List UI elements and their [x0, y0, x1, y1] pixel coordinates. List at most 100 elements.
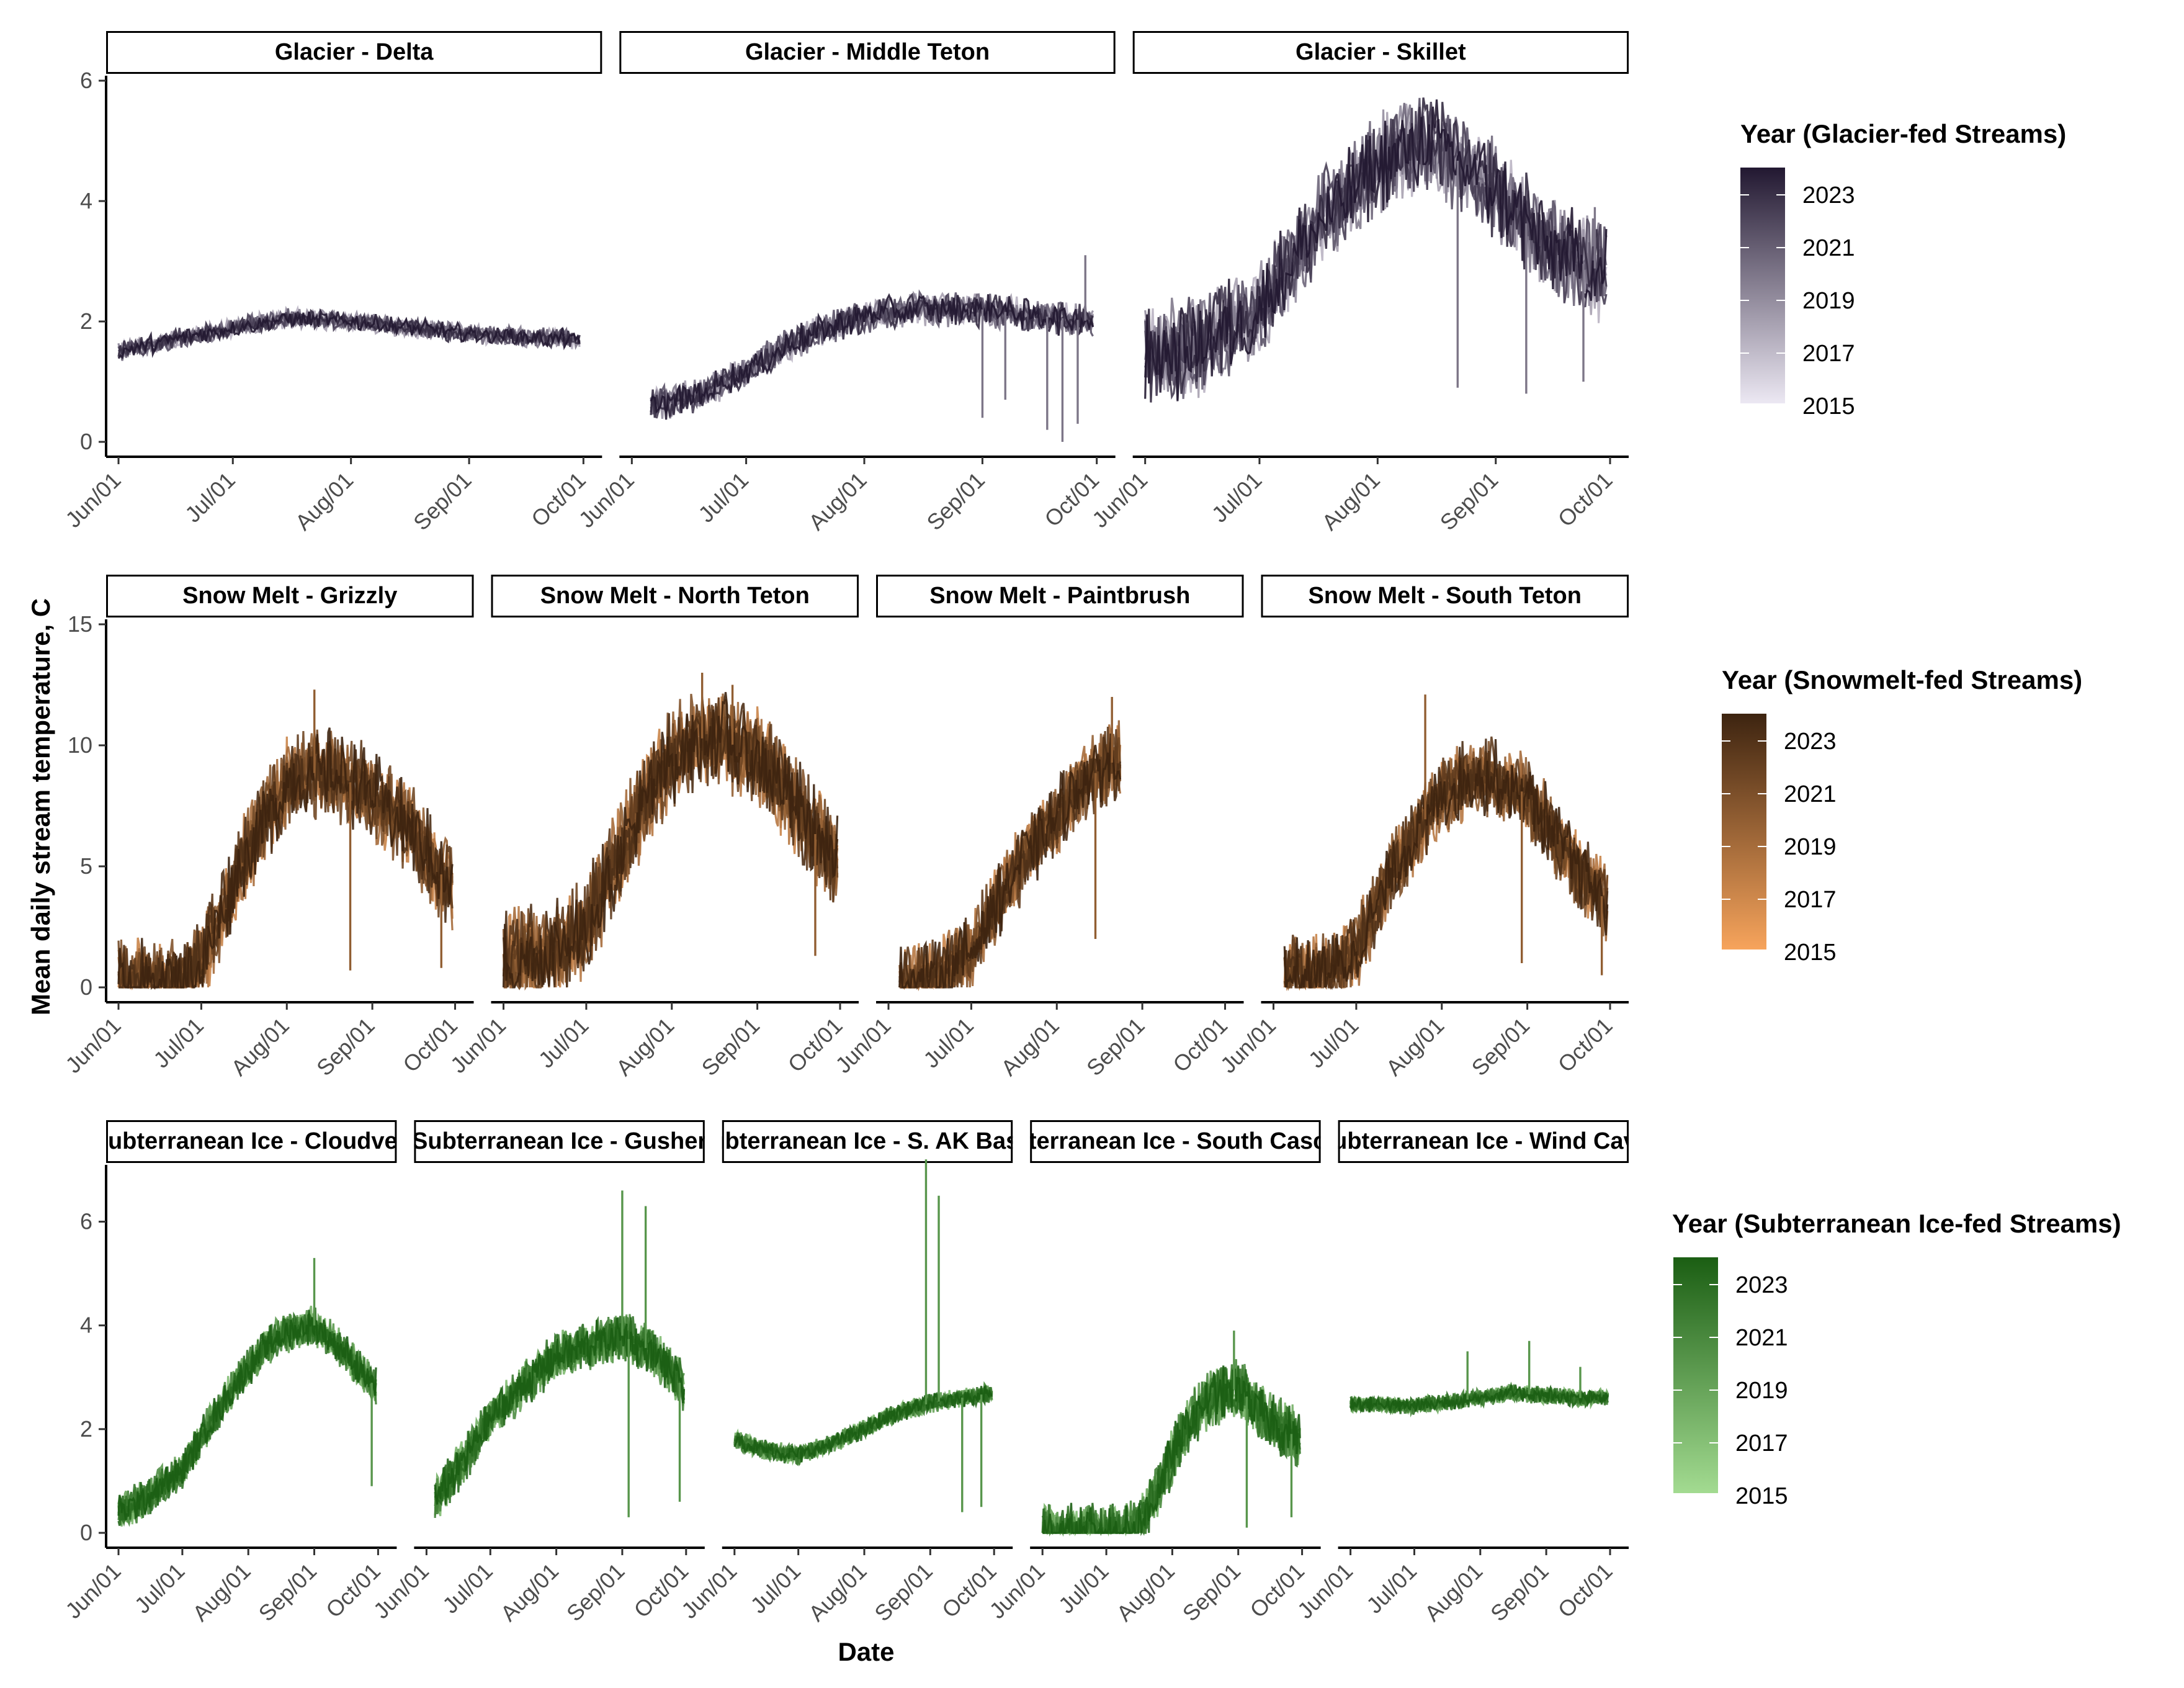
facet-strip-label: Subterranean Ice - Wind Cave — [1317, 1128, 1650, 1154]
x-tick-label: Sep/01 — [1081, 1013, 1150, 1081]
series-line — [1144, 97, 1608, 403]
series-line — [117, 727, 454, 989]
x-tick-label: Aug/01 — [803, 1558, 872, 1627]
x-tick-label: Jul/01 — [1361, 1558, 1421, 1618]
y-tick-label: 6 — [80, 1209, 92, 1234]
legend-label: 2021 — [1784, 781, 1837, 807]
facet-strip — [722, 1120, 1013, 1163]
series-lines — [733, 1159, 993, 1512]
legend-colorbar — [1722, 714, 1766, 950]
y-tick-label: 4 — [80, 1313, 92, 1338]
x-tick-label: Jul/01 — [693, 467, 753, 528]
legend-title: Year (Subterranean Ice-fed Streams) — [1672, 1209, 2121, 1238]
x-tick-label: Aug/01 — [611, 1013, 679, 1081]
x-tick-label: Jul/01 — [1207, 467, 1267, 528]
x-tick-label: Jun/01 — [984, 1558, 1049, 1623]
legend-title: Year (Glacier-fed Streams) — [1740, 119, 2066, 148]
legend-label: 2017 — [1784, 887, 1837, 913]
facet-strip-label: Subterranean Ice - Cloudveil — [92, 1128, 411, 1154]
x-tick-label: Jul/01 — [1054, 1558, 1114, 1618]
facet-panel: Snow Melt - South Teton Jun/01 Jul/01 Aug/0… — [1215, 575, 1629, 1081]
series-lines — [502, 673, 839, 991]
legend-label: 2017 — [1802, 341, 1855, 367]
series-line — [898, 733, 1122, 989]
facet-strip-label: Snow Melt - Grizzly — [182, 583, 397, 609]
series-line — [434, 1318, 685, 1505]
x-tick-label: Jun/01 — [1292, 1558, 1358, 1623]
series-line — [733, 1386, 992, 1463]
x-tick-label: Jul/01 — [745, 1558, 805, 1618]
x-tick-label: Sep/01 — [1467, 1013, 1535, 1081]
series-lines — [1144, 97, 1608, 403]
x-tick-label: Jun/01 — [574, 467, 639, 532]
facet-strip — [491, 575, 859, 617]
x-tick-label: Jul/01 — [437, 1558, 498, 1618]
series-line — [118, 309, 581, 357]
x-tick-label: Jun/01 — [445, 1013, 511, 1078]
legend-colorbar — [1673, 1257, 1718, 1493]
x-tick-label: Oct/01 — [1553, 1013, 1618, 1077]
x-tick-label: Jun/01 — [60, 467, 125, 532]
y-tick-label: 6 — [80, 68, 92, 93]
y-tick-label: 0 — [80, 974, 92, 1000]
x-tick-label: Sep/01 — [1435, 467, 1503, 536]
legend-title: Year (Snowmelt-fed Streams) — [1722, 665, 2082, 694]
legend-label: 2019 — [1735, 1378, 1788, 1404]
legend-label: 2019 — [1784, 834, 1837, 860]
facet-panel: Subterranean Ice - Cloudveil 0 2 4 6 Jun/01 Ju… — [60, 1120, 411, 1627]
facet-strip — [1261, 575, 1629, 617]
legend-label: 2023 — [1735, 1272, 1788, 1298]
series-line — [1144, 99, 1608, 402]
facet-strip — [1030, 1120, 1321, 1163]
x-tick-label: Jun/01 — [1215, 1013, 1281, 1078]
legend-label: 2015 — [1784, 940, 1837, 966]
facet-strip — [876, 575, 1244, 617]
series-lines — [117, 1258, 377, 1527]
facet-strip — [106, 1120, 397, 1163]
x-tick-label: Aug/01 — [803, 467, 872, 536]
legend-colorbar — [1740, 168, 1785, 403]
facet-strip — [414, 1120, 705, 1163]
series-line — [117, 308, 581, 360]
facet-panel: Glacier - Skillet Jun/01 Jul/01 Aug/01 Sep/0… — [1087, 31, 1629, 536]
x-tick-label: Sep/01 — [408, 467, 477, 536]
series-line — [1042, 1365, 1301, 1535]
legend-label: 2023 — [1784, 729, 1837, 755]
x-tick-label: Aug/01 — [1420, 1558, 1488, 1627]
series-lines — [434, 1190, 685, 1518]
facet-strip-label: Subterranean Ice - S. AK Basin — [695, 1128, 1040, 1154]
x-tick-label: Jul/01 — [918, 1013, 978, 1073]
facet-strip-label: Subterranean Ice - South Cascade — [984, 1128, 1367, 1154]
facet-strip — [106, 31, 602, 74]
x-tick-label: Aug/01 — [187, 1558, 256, 1627]
x-tick-label: Jul/01 — [148, 1013, 208, 1073]
color-legend: Year (Glacier-fed Streams) 2023 2021 2019 20… — [1740, 119, 2066, 420]
x-tick-label: Jul/01 — [130, 1558, 190, 1618]
series-line — [650, 293, 1094, 420]
x-tick-label: Oct/01 — [1553, 1558, 1618, 1623]
y-tick-label: 2 — [80, 308, 92, 334]
x-tick-label: Aug/01 — [496, 1558, 564, 1627]
x-tick-label: Sep/01 — [562, 1558, 630, 1627]
legend-label: 2015 — [1735, 1483, 1788, 1509]
facet-panel: Subterranean Ice - S. AK Basin Jun/01 Jul/… — [676, 1120, 1040, 1627]
x-tick-label: Aug/01 — [1381, 1013, 1449, 1081]
facet-strip — [106, 575, 474, 617]
x-tick-label: Jun/01 — [1087, 467, 1152, 532]
x-tick-label: Sep/01 — [253, 1558, 321, 1627]
x-tick-label: Sep/01 — [697, 1013, 765, 1081]
facet-panel: Snow Melt - Paintbrush Jun/01 Jul/01 Aug/01… — [830, 575, 1244, 1081]
x-tick-label: Aug/01 — [290, 467, 359, 536]
series-lines — [1283, 694, 1609, 992]
x-axis-title: Date — [838, 1637, 894, 1666]
x-tick-label: Aug/01 — [996, 1013, 1064, 1081]
facet-strip-label: Glacier - Delta — [275, 39, 434, 65]
y-axis-title: Mean daily stream temperature, C — [26, 598, 55, 1015]
y-tick-label: 2 — [80, 1416, 92, 1442]
legend-label: 2017 — [1735, 1430, 1788, 1457]
x-tick-label: Sep/01 — [1485, 1558, 1554, 1627]
series-lines — [898, 697, 1122, 992]
facet-strip-label: Snow Melt - Paintbrush — [929, 583, 1190, 609]
